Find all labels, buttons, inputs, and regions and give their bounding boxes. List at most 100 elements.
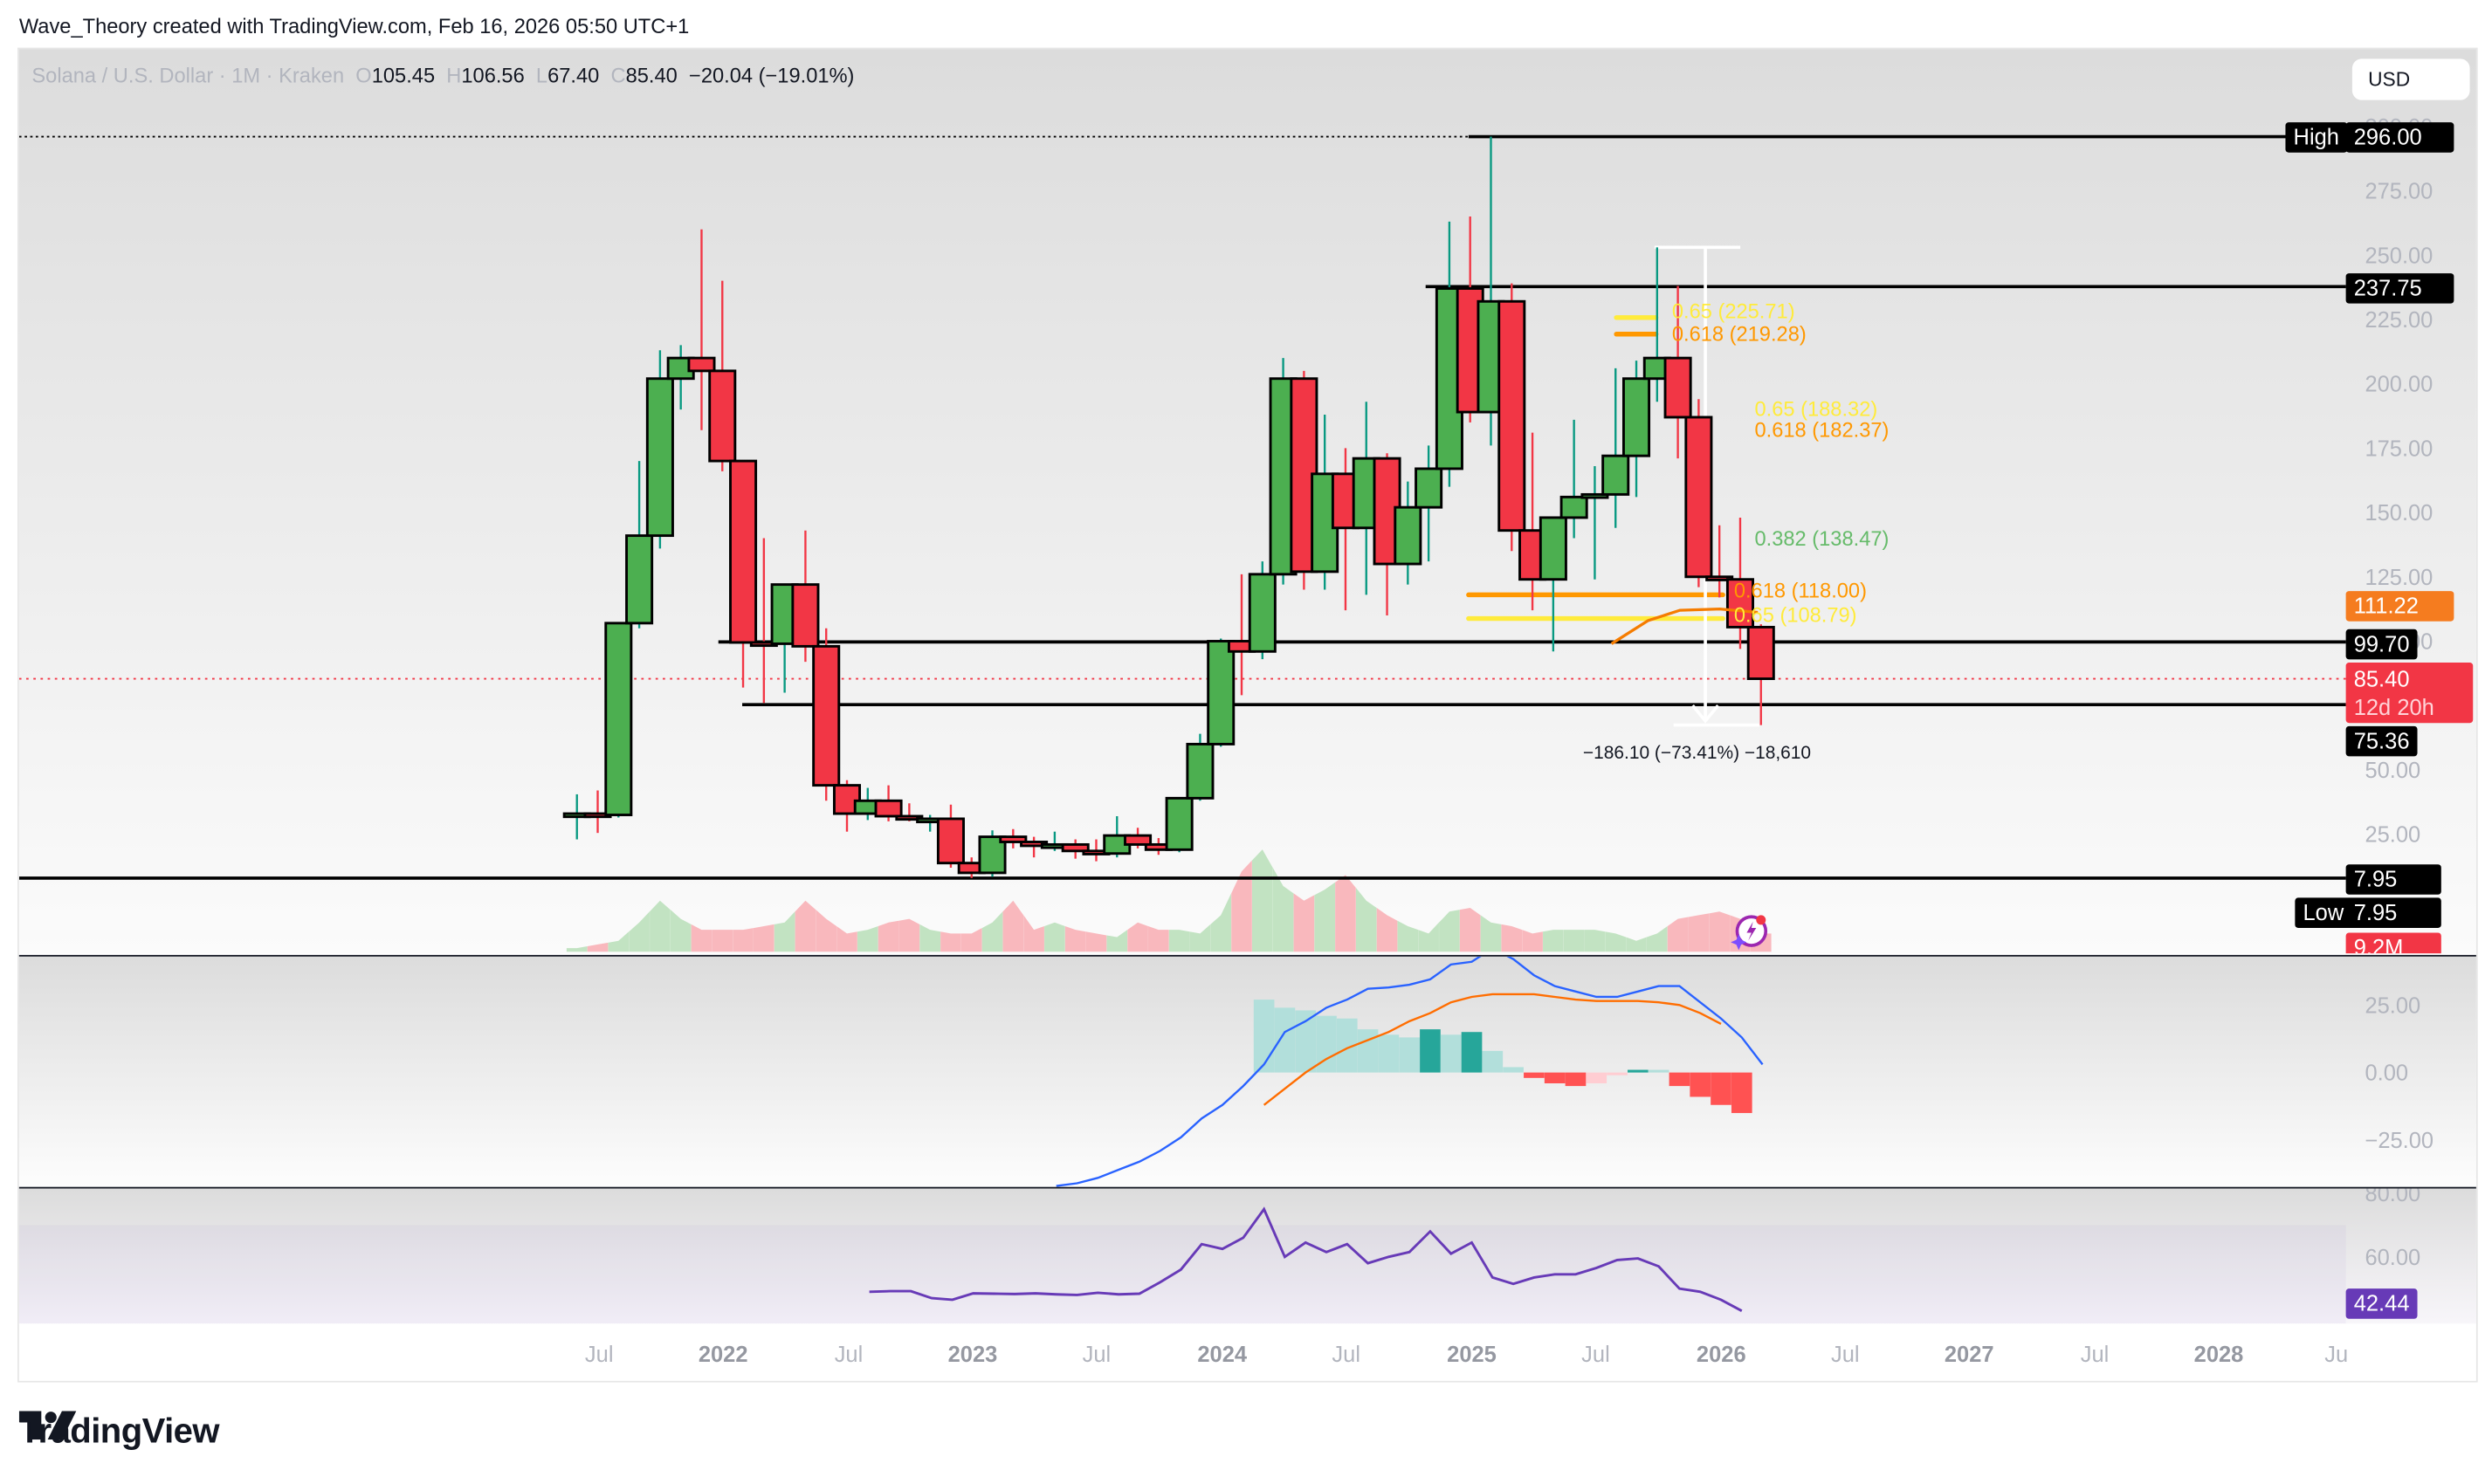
fib-label: 0.382 (138.47) — [1755, 528, 1890, 551]
price-axis-tick: 150.00 — [2365, 501, 2433, 526]
volume-area — [733, 928, 754, 952]
macd-chart-canvas[interactable]: 25.00 0.00 −25.00 — [19, 956, 2476, 1187]
currency-button[interactable]: USD — [2351, 58, 2470, 100]
candle[interactable] — [1497, 283, 1526, 552]
open-label: O — [355, 63, 372, 88]
candle[interactable] — [1394, 481, 1422, 585]
candle[interactable] — [625, 461, 654, 629]
candle[interactable] — [1061, 839, 1090, 859]
candle[interactable] — [1684, 399, 1713, 587]
time-axis-label: 2023 — [947, 1341, 998, 1367]
candle[interactable] — [729, 459, 758, 688]
volume-area — [1543, 930, 1564, 952]
symbol-name[interactable]: Solana / U.S. Dollar · 1M · Kraken — [31, 63, 345, 88]
price-axis-tick: 225.00 — [2365, 308, 2433, 333]
candle[interactable] — [645, 350, 674, 549]
assistant-lightning-icon[interactable] — [1728, 910, 1769, 952]
signal-line[interactable] — [1263, 993, 1722, 1106]
level-75-badge: 75.36 — [2345, 725, 2418, 757]
ema-line[interactable] — [1610, 607, 1759, 645]
price-pane[interactable]: 300.00275.00250.00225.00200.00175.00150.… — [18, 49, 2476, 954]
price-chart-canvas[interactable]: 300.00275.00250.00225.00200.00175.00150.… — [18, 49, 2476, 953]
time-axis[interactable]: Jul 2022 Jul 2023 Jul 2024 Jul 2025 Jul 2026 Jul 20… — [18, 1323, 2476, 1381]
rsi-axis-tick: 60.00 — [2365, 1246, 2420, 1270]
low-badge-value: 7.95 — [2345, 897, 2441, 928]
rsi-band — [18, 1225, 2346, 1326]
candle[interactable] — [1165, 796, 1194, 853]
candle[interactable] — [1124, 828, 1153, 848]
volume-area — [670, 910, 692, 952]
macd-axis-tick: −25.00 — [2365, 1129, 2433, 1153]
candle[interactable] — [1663, 285, 1692, 459]
candle[interactable] — [1207, 638, 1236, 747]
bar-countdown: 12d 20h — [2353, 694, 2434, 720]
time-axis-label: Jul — [1830, 1341, 1860, 1367]
volume-area — [1439, 910, 1460, 952]
candle[interactable] — [999, 828, 1028, 848]
candle[interactable] — [1186, 733, 1215, 801]
candle[interactable] — [604, 622, 633, 818]
time-axis-label: 2025 — [1447, 1341, 1497, 1367]
candle[interactable] — [791, 530, 820, 663]
candle[interactable] — [687, 229, 716, 430]
candle[interactable] — [1415, 445, 1443, 562]
price-axis-tick: 50.00 — [2365, 759, 2420, 783]
volume-area — [1044, 922, 1065, 952]
low-value: 67.40 — [547, 63, 600, 88]
candle[interactable] — [1248, 561, 1277, 660]
volume-area — [836, 925, 857, 952]
volume-area — [1667, 917, 1689, 952]
macd-histogram-bar — [1524, 1072, 1545, 1078]
high-value: 106.56 — [461, 63, 525, 88]
volume-area — [898, 918, 920, 952]
level-237-badge: 237.75 — [2345, 273, 2454, 304]
candle[interactable] — [1580, 465, 1609, 580]
tradingview-logo-icon — [18, 1411, 77, 1440]
volume-area — [1335, 875, 1356, 952]
candle[interactable] — [936, 804, 965, 868]
macd-pane[interactable]: 25.00 0.00 −25.00 — [18, 954, 2476, 1187]
rsi-line[interactable] — [869, 1206, 1743, 1312]
candle[interactable] — [874, 785, 903, 821]
volume-area — [1293, 893, 1315, 952]
volume-area — [1064, 925, 1086, 952]
close-label: C — [610, 63, 626, 88]
candle[interactable] — [1539, 516, 1567, 652]
rsi-chart-canvas[interactable]: 80.00 60.00 — [18, 1189, 2476, 1326]
measure-label: −186.10 (−73.41%) −18,610 — [1583, 743, 1811, 763]
rsi-pane[interactable]: 80.00 60.00 42.44 — [18, 1186, 2476, 1326]
macd-histogram-bar — [1336, 1018, 1358, 1073]
high-badge-value: 296.00 — [2345, 122, 2454, 153]
candle[interactable] — [1746, 624, 1775, 725]
time-axis-label: Ju — [2324, 1341, 2349, 1367]
volume-area — [795, 900, 816, 952]
candle[interactable] — [1622, 361, 1651, 498]
volume-area — [1002, 900, 1024, 952]
time-axis-label: Jul — [584, 1341, 614, 1367]
macd-histogram-bar — [1711, 1072, 1731, 1105]
chart-frame[interactable]: 300.00275.00250.00225.00200.00175.00150.… — [17, 47, 2478, 1383]
macd-histogram-bar — [1316, 1015, 1337, 1073]
tradingview-logo[interactable]: TradingView — [18, 1411, 220, 1452]
macd-axis-tick: 0.00 — [2365, 1061, 2408, 1086]
candle[interactable] — [708, 280, 737, 471]
fib-label: 0.618 (219.28) — [1672, 323, 1807, 346]
macd-axis-tick: 25.00 — [2365, 993, 2420, 1018]
candle[interactable] — [812, 628, 841, 801]
chart-attribution: Wave_Theory created with TradingView.com… — [18, 14, 690, 38]
candle[interactable] — [1601, 368, 1630, 528]
candle[interactable] — [1725, 517, 1754, 649]
candle[interactable] — [1642, 247, 1671, 402]
candle[interactable] — [666, 345, 695, 410]
candle[interactable] — [1559, 419, 1588, 539]
macd-line[interactable] — [1056, 956, 1764, 1187]
volume-area — [1168, 930, 1190, 952]
volume-area — [1605, 931, 1627, 952]
time-axis-label: Jul — [1581, 1341, 1610, 1367]
volume-area — [1376, 908, 1398, 952]
time-axis-label: 2028 — [2193, 1341, 2244, 1367]
measure-arrow-icon — [1691, 704, 1720, 724]
last-price-badge: 85.40 12d 20h — [2345, 663, 2474, 724]
macd-histogram-bar — [1607, 1072, 1628, 1075]
candle[interactable] — [853, 787, 882, 821]
